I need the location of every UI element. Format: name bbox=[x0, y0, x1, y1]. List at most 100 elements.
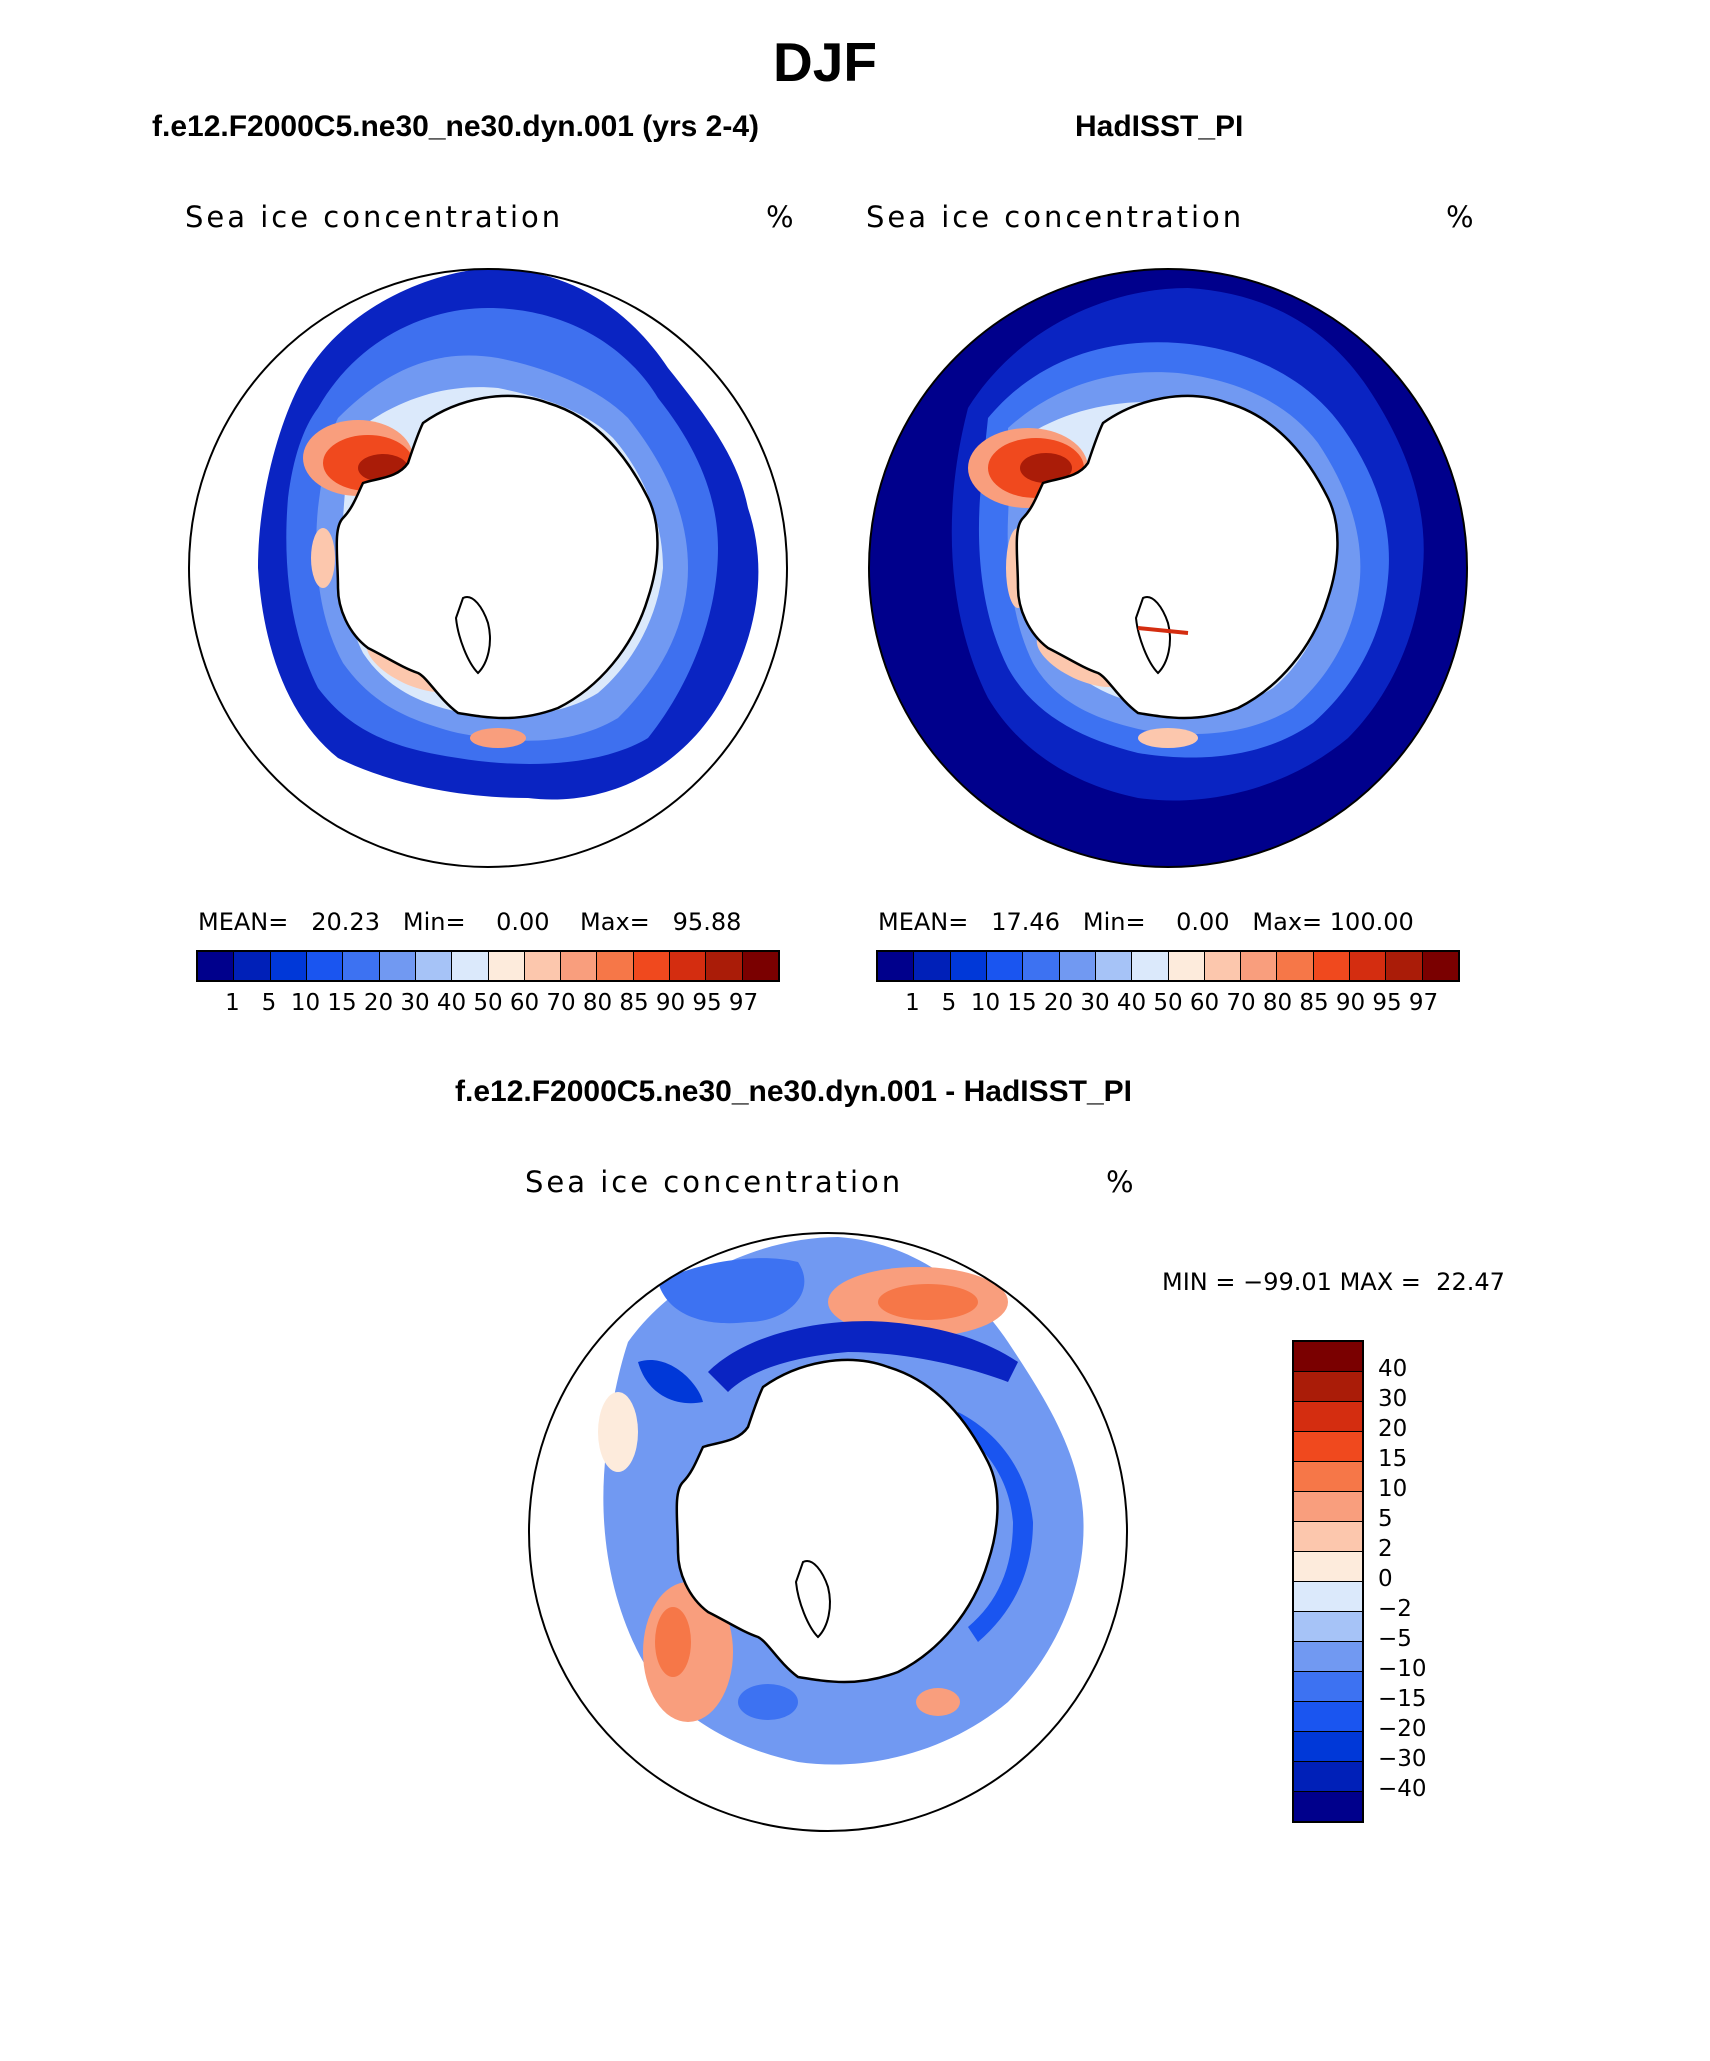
colorbar-swatch bbox=[1294, 1672, 1362, 1702]
obs-min-label: Min= bbox=[1082, 908, 1146, 936]
diff-stats: MIN = −99.01 MAX = 22.47 bbox=[1162, 1268, 1505, 1296]
obs-stats: MEAN= 17.46 Min= 0.00 Max= 100.00 bbox=[878, 908, 1414, 936]
colorbar-swatch bbox=[1294, 1372, 1362, 1402]
colorbar-swatch bbox=[1132, 952, 1169, 980]
model-colorbar-ticks: 1 5 10 15 20 30 40 50 60 70 80 85 90 95 97 bbox=[196, 990, 780, 1020]
colorbar-swatch bbox=[878, 952, 915, 980]
colorbar-swatch bbox=[306, 952, 344, 980]
colorbar-tick-label: 40 bbox=[1378, 1356, 1408, 1382]
colorbar-swatch bbox=[742, 952, 778, 980]
model-max-value: 95.88 bbox=[672, 908, 742, 936]
obs-colorbar-ticks: 1 5 10 15 20 30 40 50 60 70 80 85 90 95 97 bbox=[876, 990, 1460, 1020]
colorbar-tick-label: 30 bbox=[1080, 990, 1110, 1016]
colorbar-tick-label: 0 bbox=[1378, 1566, 1393, 1592]
colorbar-swatch bbox=[1294, 1582, 1362, 1612]
colorbar-swatch bbox=[1204, 952, 1242, 980]
obs-units-label: % bbox=[1446, 200, 1474, 234]
obs-mean-label: MEAN= bbox=[878, 908, 969, 936]
colorbar-swatch bbox=[234, 952, 271, 980]
model-panel-title: f.e12.F2000C5.ne30_ne30.dyn.001 (yrs 2-4… bbox=[152, 110, 760, 143]
model-min-value: 0.00 bbox=[496, 908, 550, 936]
colorbar-tick-label: 40 bbox=[1116, 990, 1147, 1016]
colorbar-tick-label: 10 bbox=[290, 990, 321, 1016]
colorbar-tick-label: −10 bbox=[1378, 1656, 1427, 1682]
model-mean-value: 20.23 bbox=[311, 908, 380, 936]
colorbar-swatch bbox=[1294, 1792, 1362, 1821]
colorbar-swatch bbox=[1294, 1642, 1362, 1672]
colorbar-tick-label: 15 bbox=[327, 990, 357, 1016]
colorbar-tick-label: −2 bbox=[1378, 1596, 1412, 1622]
colorbar-tick-label: 50 bbox=[473, 990, 503, 1016]
colorbar-swatch bbox=[415, 952, 453, 980]
colorbar-tick-label: 80 bbox=[582, 990, 613, 1016]
colorbar-swatch bbox=[597, 952, 634, 980]
colorbar-swatch bbox=[1422, 952, 1458, 980]
model-map-boundary bbox=[188, 268, 788, 868]
colorbar-swatch bbox=[1168, 952, 1205, 980]
diff-colorbar-ticks: 40 30 20 15 10 5 2 0 −2 −5 −10 −15 −20 −30 −40 bbox=[1378, 1340, 1458, 1830]
diff-min-label: MIN = bbox=[1162, 1268, 1236, 1296]
colorbar-swatch bbox=[706, 952, 743, 980]
colorbar-swatch bbox=[1095, 952, 1133, 980]
colorbar-tick-label: −5 bbox=[1378, 1626, 1412, 1652]
colorbar-swatch bbox=[950, 952, 987, 980]
obs-colorbar bbox=[876, 950, 1460, 982]
colorbar-swatch bbox=[1350, 952, 1387, 980]
colorbar-tick-label: 5 bbox=[1378, 1506, 1393, 1532]
colorbar-tick-label: 97 bbox=[1408, 990, 1439, 1016]
colorbar-tick-label: 10 bbox=[970, 990, 1001, 1016]
colorbar-swatch bbox=[1294, 1462, 1362, 1492]
colorbar-tick-label: −40 bbox=[1378, 1776, 1427, 1802]
diff-variable-label: Sea ice concentration bbox=[525, 1165, 904, 1199]
colorbar-swatch bbox=[1059, 952, 1096, 980]
colorbar-swatch bbox=[1023, 952, 1060, 980]
colorbar-tick-label: 60 bbox=[509, 990, 540, 1016]
model-min-label: Min= bbox=[402, 908, 466, 936]
colorbar-swatch bbox=[198, 952, 235, 980]
colorbar-swatch bbox=[1294, 1762, 1362, 1792]
colorbar-swatch bbox=[670, 952, 707, 980]
colorbar-swatch bbox=[488, 952, 525, 980]
colorbar-tick-label: 40 bbox=[436, 990, 467, 1016]
colorbar-tick-label: 20 bbox=[1043, 990, 1074, 1016]
colorbar-swatch bbox=[1294, 1612, 1362, 1642]
colorbar-swatch bbox=[633, 952, 671, 980]
colorbar-tick-label: 95 bbox=[692, 990, 722, 1016]
obs-mean-value: 17.46 bbox=[991, 908, 1060, 936]
colorbar-tick-label: 85 bbox=[1299, 990, 1329, 1016]
figure-title: DJF bbox=[773, 31, 877, 93]
colorbar-swatch bbox=[1294, 1522, 1362, 1552]
colorbar-swatch bbox=[524, 952, 562, 980]
diff-max-value: 22.47 bbox=[1436, 1268, 1505, 1296]
diff-panel-title: f.e12.F2000C5.ne30_ne30.dyn.001 - HadISS… bbox=[455, 1075, 1133, 1108]
colorbar-tick-label: 30 bbox=[400, 990, 430, 1016]
obs-min-value: 0.00 bbox=[1176, 908, 1230, 936]
colorbar-swatch bbox=[914, 952, 951, 980]
colorbar-tick-label: 10 bbox=[1378, 1476, 1408, 1502]
colorbar-swatch bbox=[1313, 952, 1351, 980]
colorbar-tick-label: 97 bbox=[728, 990, 759, 1016]
colorbar-swatch bbox=[1386, 952, 1423, 980]
colorbar-swatch bbox=[1241, 952, 1278, 980]
colorbar-swatch bbox=[561, 952, 598, 980]
colorbar-swatch bbox=[379, 952, 416, 980]
colorbar-swatch bbox=[1277, 952, 1314, 980]
colorbar-swatch bbox=[1294, 1732, 1362, 1762]
colorbar-tick-label: 60 bbox=[1189, 990, 1220, 1016]
model-colorbar bbox=[196, 950, 780, 982]
diff-polar-map bbox=[528, 1232, 1128, 1832]
model-variable-label: Sea ice concentration bbox=[185, 200, 564, 234]
colorbar-swatch bbox=[1294, 1402, 1362, 1432]
colorbar-swatch bbox=[343, 952, 380, 980]
colorbar-swatch bbox=[270, 952, 307, 980]
model-max-label: Max= bbox=[580, 908, 650, 936]
model-stats: MEAN= 20.23 Min= 0.00 Max= 95.88 bbox=[198, 908, 741, 936]
colorbar-tick-label: −20 bbox=[1378, 1716, 1427, 1742]
colorbar-tick-label: 95 bbox=[1372, 990, 1402, 1016]
colorbar-tick-label: 70 bbox=[546, 990, 576, 1016]
diff-colorbar bbox=[1292, 1340, 1364, 1823]
colorbar-swatch bbox=[1294, 1432, 1362, 1462]
colorbar-tick-label: 50 bbox=[1153, 990, 1183, 1016]
colorbar-tick-label: 90 bbox=[655, 990, 686, 1016]
colorbar-swatch bbox=[1294, 1552, 1362, 1582]
